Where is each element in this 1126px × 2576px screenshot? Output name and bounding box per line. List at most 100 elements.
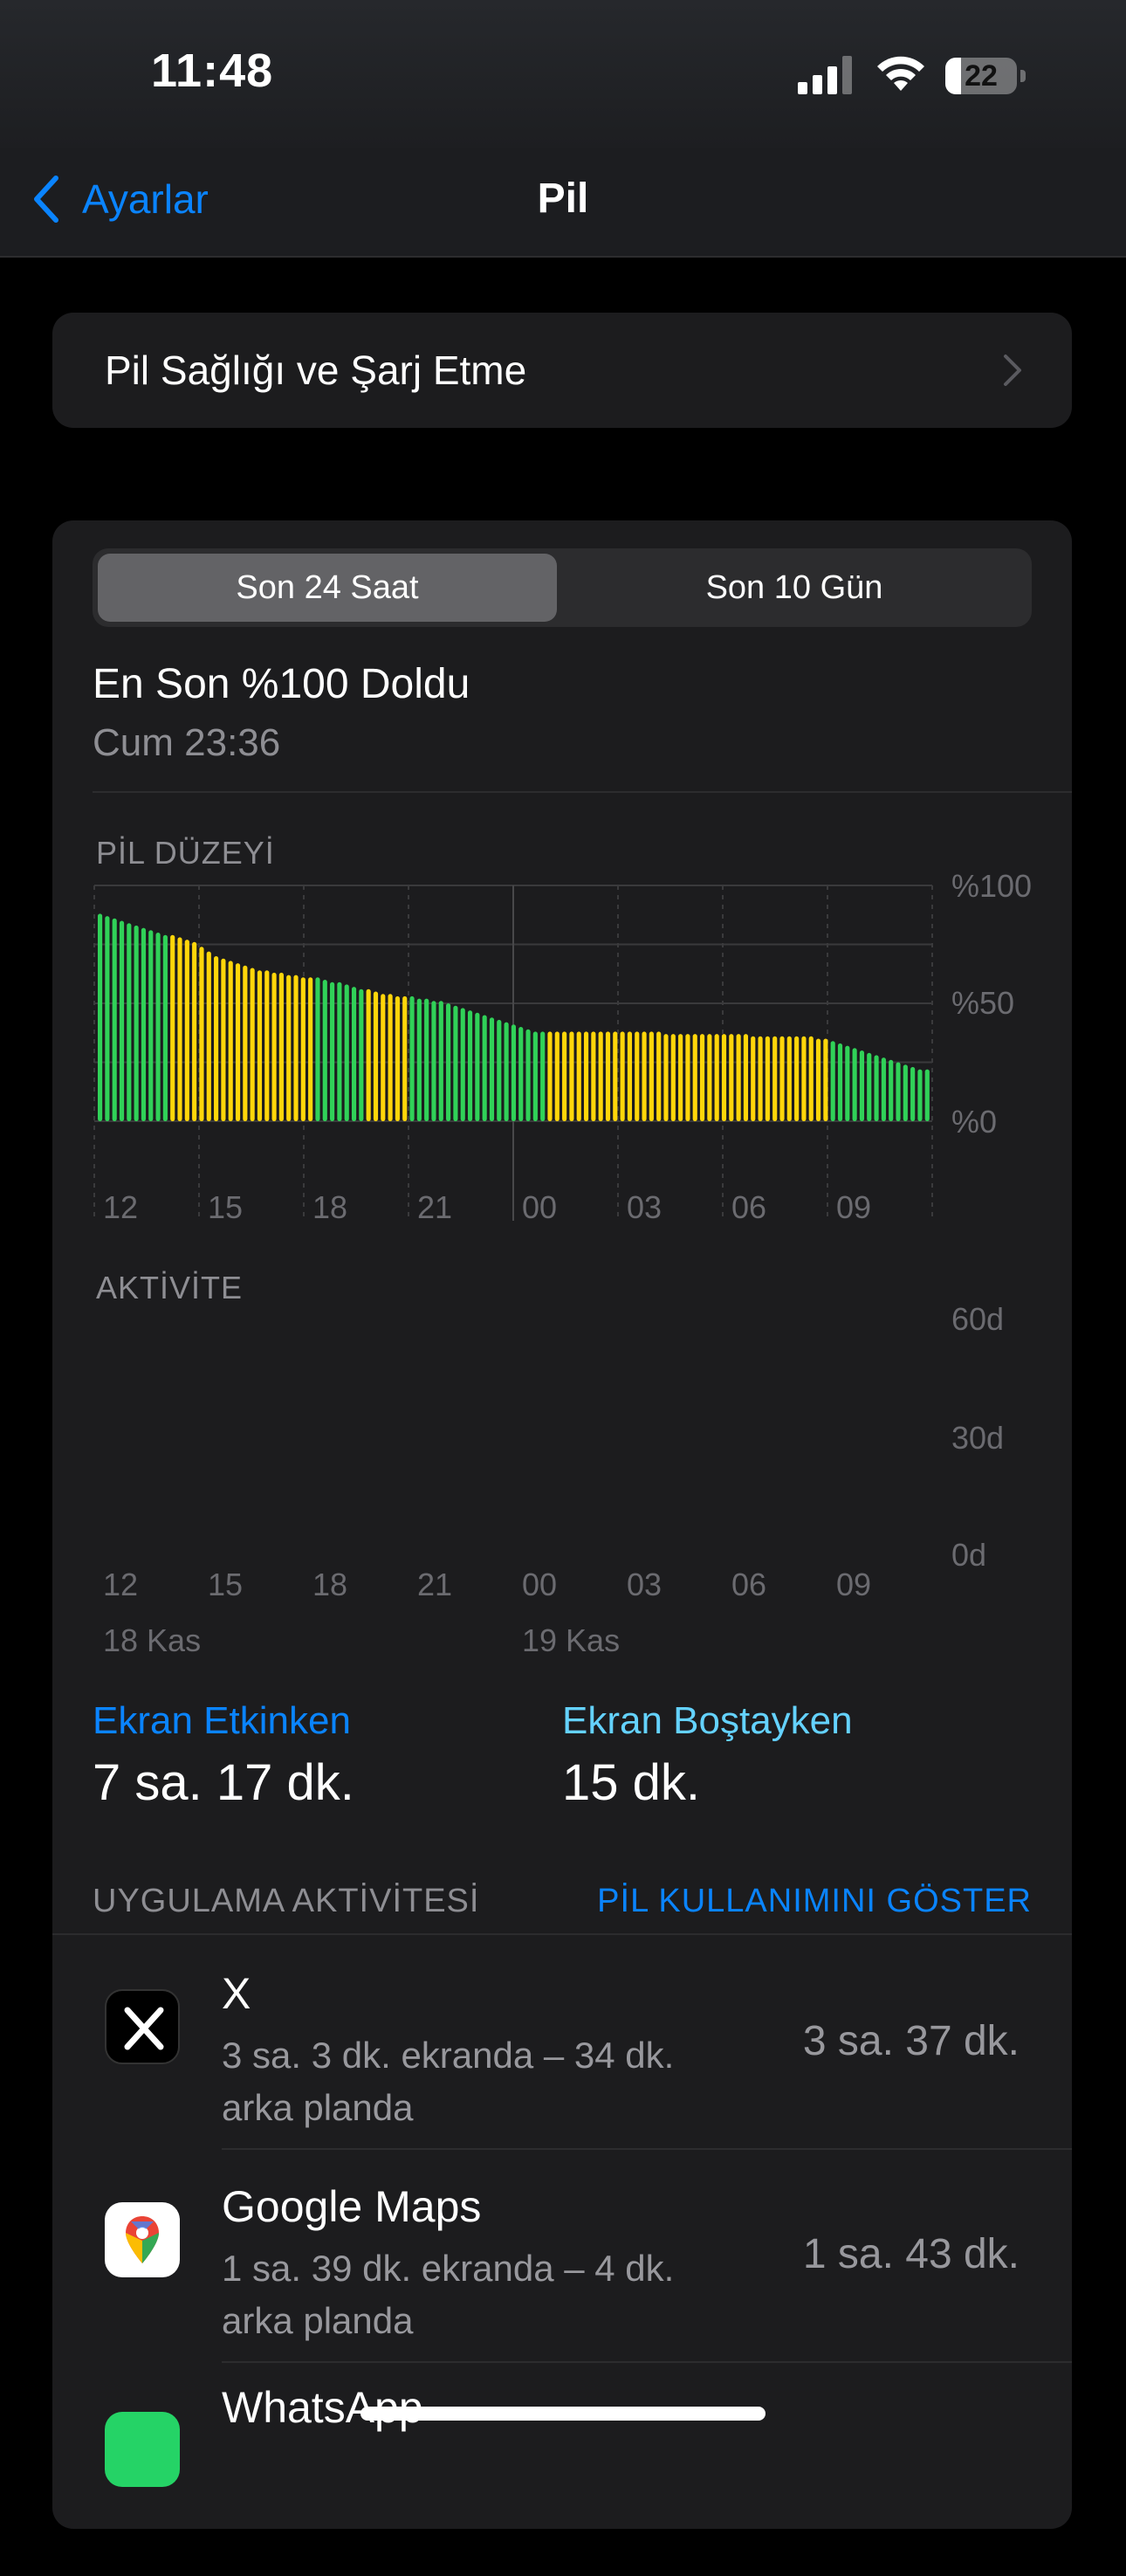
app-row-x[interactable]: X 3 sa. 3 dk. ekranda – 34 dk. arka plan… bbox=[52, 1937, 1072, 2150]
activity-xtick: 12 bbox=[103, 1567, 139, 1602]
battery-level-bar bbox=[388, 994, 393, 1121]
activity-xtick: 03 bbox=[627, 1567, 663, 1602]
battery-level-chart-title: PİL DÜZEYİ bbox=[96, 835, 275, 871]
battery-level-bar bbox=[286, 975, 292, 1121]
battery-level-bar bbox=[627, 1031, 633, 1121]
app-usage-detail: 3 sa. 3 dk. ekranda – 34 dk. arka planda bbox=[222, 2035, 675, 2128]
back-label: Ayarlar bbox=[82, 176, 209, 222]
battery-level-bar bbox=[881, 1057, 886, 1121]
battery-xtick: 00 bbox=[522, 1189, 558, 1225]
battery-level-bar bbox=[315, 977, 320, 1121]
battery-level-bar bbox=[736, 1034, 741, 1121]
divider bbox=[52, 1933, 1072, 1935]
activity-xtick: 15 bbox=[208, 1567, 244, 1602]
battery-level-bar bbox=[112, 918, 117, 1121]
battery-level-bar bbox=[554, 1031, 560, 1121]
battery-level-bar bbox=[743, 1034, 749, 1121]
chevron-left-icon bbox=[34, 176, 58, 223]
show-battery-usage-button[interactable]: PİL KULLANIMINI GÖSTER bbox=[597, 1883, 1032, 1919]
battery-level-bar bbox=[547, 1031, 553, 1121]
back-button[interactable]: Ayarlar bbox=[31, 171, 209, 227]
battery-level-bar bbox=[134, 925, 139, 1121]
app-usage-total: 3 sa. 37 dk. bbox=[802, 2018, 1020, 2064]
battery-level-bar bbox=[504, 1022, 509, 1121]
activity-xtick: 09 bbox=[836, 1567, 872, 1602]
battery-level-bar bbox=[692, 1034, 697, 1121]
battery-level-bar bbox=[438, 1001, 443, 1121]
activity-chart-title: AKTİVİTE bbox=[96, 1270, 244, 1305]
battery-level-bar bbox=[591, 1031, 596, 1121]
battery-level-bar bbox=[635, 1031, 640, 1121]
battery-level-bar bbox=[758, 1036, 763, 1121]
battery-level-bar bbox=[642, 1031, 647, 1121]
battery-level-bar bbox=[765, 1036, 770, 1121]
app-row-google-maps[interactable]: Google Maps 1 sa. 39 dk. ekranda – 4 dk.… bbox=[52, 2150, 1072, 2363]
screen-off-label: Ekran Boştayken bbox=[562, 1699, 853, 1742]
battery-level-bar bbox=[772, 1036, 778, 1121]
battery-xtick: 21 bbox=[417, 1189, 453, 1225]
navigation-bar bbox=[0, 148, 1126, 258]
battery-level-bar bbox=[243, 965, 248, 1121]
segment-last-10-days[interactable]: Son 10 Gün bbox=[705, 569, 883, 606]
battery-level-bar bbox=[729, 1034, 734, 1121]
last-full-charge-title: En Son %100 Doldu bbox=[93, 661, 470, 707]
battery-xtick: 06 bbox=[731, 1189, 767, 1225]
battery-level-bar bbox=[889, 1059, 894, 1121]
battery-level-bar bbox=[214, 956, 219, 1121]
battery-level-bar bbox=[170, 934, 175, 1121]
battery-level-bar bbox=[482, 1015, 487, 1121]
battery-xtick: 12 bbox=[103, 1189, 139, 1225]
battery-level-bar bbox=[460, 1008, 465, 1121]
screen-off-value: 15 dk. bbox=[562, 1754, 700, 1811]
battery-icon: 22 bbox=[945, 58, 1027, 94]
battery-level-bar bbox=[141, 927, 147, 1121]
battery-level-bar bbox=[409, 995, 415, 1121]
activity-xtick: 18 bbox=[312, 1567, 348, 1602]
battery-level-bar bbox=[497, 1019, 502, 1121]
battery-level-bar bbox=[903, 1064, 908, 1121]
battery-level-bar bbox=[598, 1031, 603, 1121]
battery-level-bar bbox=[257, 970, 263, 1121]
battery-level-bar bbox=[250, 968, 255, 1121]
battery-level-bar bbox=[278, 972, 284, 1121]
last-full-charge-time: Cum 23:36 bbox=[93, 721, 281, 764]
home-indicator bbox=[360, 2407, 766, 2421]
battery-level-bar bbox=[845, 1045, 850, 1121]
divider bbox=[93, 791, 1072, 793]
battery-level-bar bbox=[373, 991, 379, 1121]
battery-level-bar bbox=[381, 994, 386, 1121]
battery-level-bar bbox=[808, 1036, 814, 1121]
battery-level-bar bbox=[235, 963, 241, 1121]
battery-level-bar bbox=[351, 987, 357, 1121]
app-usage-detail: 1 sa. 39 dk. ekranda – 4 dk. arka planda bbox=[222, 2248, 675, 2341]
battery-level-bar bbox=[663, 1034, 669, 1121]
date-label-19-kas: 19 Kas bbox=[522, 1622, 621, 1658]
segment-last-24-hours[interactable]: Son 24 Saat bbox=[98, 554, 557, 622]
battery-level-bar bbox=[896, 1062, 901, 1121]
battery-level-bar bbox=[620, 1031, 625, 1121]
battery-health-row[interactable]: Pil Sağlığı ve Şarj Etme bbox=[52, 313, 1072, 428]
battery-health-label: Pil Sağlığı ve Şarj Etme bbox=[105, 348, 527, 393]
battery-usage-card: Son 24 Saat Son 10 Gün En Son %100 Doldu… bbox=[52, 520, 1072, 2529]
battery-level-bar bbox=[532, 1031, 538, 1121]
screen-on-value: 7 sa. 17 dk. bbox=[93, 1754, 354, 1811]
battery-level-bar bbox=[605, 1031, 611, 1121]
battery-level-bar bbox=[924, 1069, 930, 1121]
battery-level-bar bbox=[801, 1036, 807, 1121]
battery-level-bar bbox=[337, 981, 342, 1121]
battery-ytick: %100 bbox=[951, 868, 1033, 904]
activity-xtick: 06 bbox=[731, 1567, 767, 1602]
app-name: X bbox=[222, 1969, 251, 2018]
battery-level-bar bbox=[148, 930, 154, 1121]
app-row-whatsapp[interactable]: WhatsApp bbox=[52, 2363, 1072, 2576]
battery-level-bar bbox=[576, 1031, 581, 1121]
date-label-18-kas: 18 Kas bbox=[103, 1622, 202, 1658]
battery-level-bar bbox=[424, 998, 429, 1121]
activity-ytick: 0d bbox=[951, 1537, 987, 1573]
battery-xtick: 18 bbox=[312, 1189, 348, 1225]
battery-level-bar bbox=[786, 1036, 792, 1121]
battery-level-bar bbox=[751, 1036, 756, 1121]
battery-level-bar bbox=[837, 1043, 843, 1121]
battery-percent: 22 bbox=[965, 59, 998, 93]
cellular-signal-icon bbox=[798, 56, 852, 94]
